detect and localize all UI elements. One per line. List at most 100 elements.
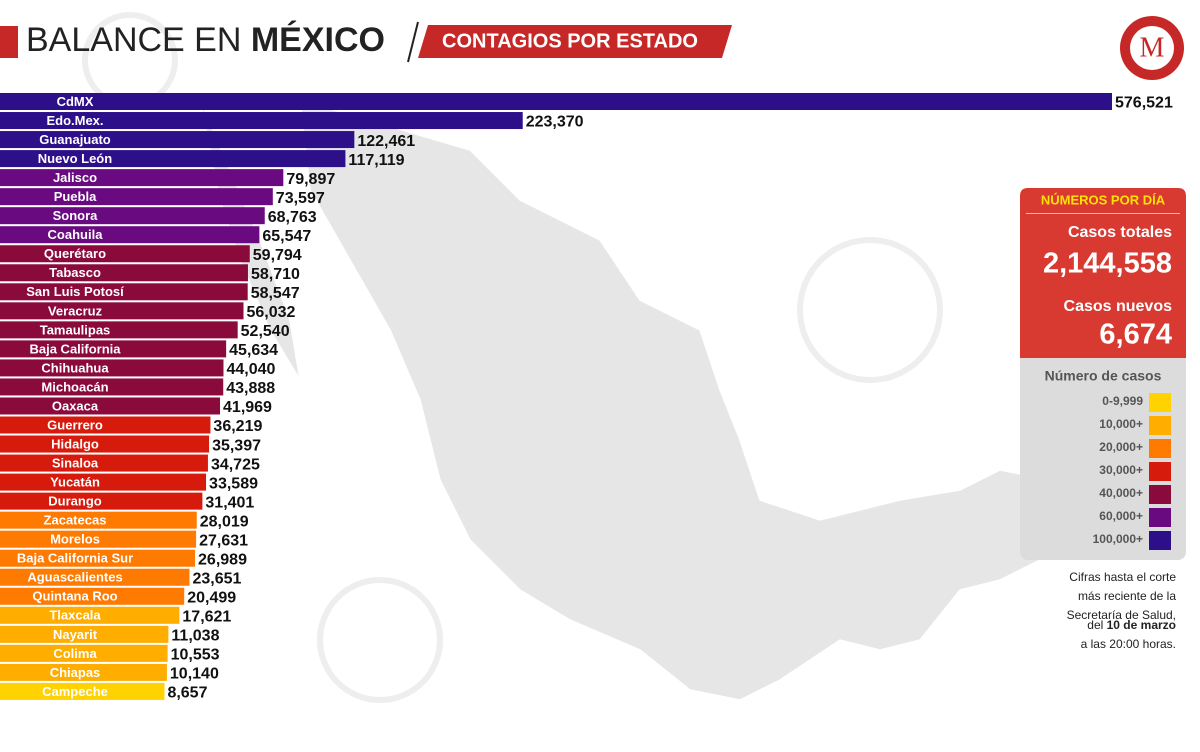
category-label: Coahuila — [48, 227, 104, 242]
legend-title: Número de casos — [1045, 368, 1162, 384]
value-label: 23,651 — [192, 570, 241, 587]
bar — [0, 112, 523, 130]
value-label: 26,989 — [198, 551, 247, 568]
legend-swatch — [1149, 462, 1171, 481]
category-label: Oaxaca — [52, 398, 99, 413]
value-label: 33,589 — [209, 475, 258, 492]
legend-swatch — [1149, 439, 1171, 458]
bar — [0, 226, 260, 244]
bar — [0, 587, 185, 605]
value-label: 56,032 — [246, 304, 295, 321]
note: Cifras hasta el corte más reciente de la… — [1067, 570, 1177, 651]
title: BALANCE EN MÉXICO — [26, 21, 385, 59]
value-label: 43,888 — [226, 380, 275, 397]
value-label: 41,969 — [223, 399, 272, 416]
bar — [0, 549, 196, 567]
category-label: Aguascalientes — [27, 570, 122, 585]
bar — [0, 150, 346, 168]
bar — [0, 606, 180, 624]
value-label: 44,040 — [226, 361, 275, 378]
category-label: Nuevo León — [38, 151, 112, 166]
bar — [0, 264, 248, 282]
legend-label: 40,000+ — [1099, 486, 1143, 500]
value-label: 27,631 — [199, 532, 248, 549]
title-bold: MÉXICO — [251, 21, 385, 59]
value-label: 79,897 — [286, 171, 335, 188]
divider — [407, 21, 419, 63]
bar — [0, 625, 169, 643]
legend-swatch — [1149, 393, 1171, 412]
value-label: 34,725 — [211, 456, 260, 473]
bar — [0, 378, 224, 396]
new-label: Casos nuevos — [1064, 298, 1173, 315]
note-line: más reciente de la — [1078, 589, 1176, 603]
category-label: Nayarit — [53, 627, 98, 642]
note-line: a las 20:00 horas. — [1081, 637, 1176, 651]
bar — [0, 321, 238, 339]
bar — [0, 682, 165, 700]
banner-text: CONTAGIOS POR ESTADO — [442, 30, 698, 52]
legend-swatch — [1149, 416, 1171, 435]
category-label: Quintana Roo — [32, 589, 117, 604]
category-label: Sinaloa — [52, 456, 99, 471]
category-label: Baja California — [29, 341, 121, 356]
panel-rule — [1026, 213, 1180, 214]
category-label: Edo.Mex. — [46, 113, 103, 128]
bar — [0, 435, 210, 453]
category-label: Yucatán — [50, 475, 100, 490]
legend-swatch — [1149, 508, 1171, 527]
value-label: 68,763 — [268, 209, 317, 226]
category-label: Veracruz — [48, 303, 103, 318]
virus-decoration — [82, 12, 943, 703]
bar — [0, 131, 355, 149]
bar — [0, 644, 168, 662]
value-label: 35,397 — [212, 437, 261, 454]
value-label: 20,499 — [187, 589, 236, 606]
bar — [0, 359, 224, 377]
legend-label: 10,000+ — [1099, 417, 1143, 431]
panel-title: NÚMEROS POR DÍA — [1041, 192, 1166, 207]
value-label: 17,621 — [182, 609, 231, 626]
legend-label: 60,000+ — [1099, 509, 1143, 523]
value-label: 8,657 — [167, 685, 207, 702]
value-label: 223,370 — [526, 114, 584, 131]
bar — [0, 302, 244, 320]
category-label: Durango — [48, 494, 102, 509]
bar — [0, 340, 227, 358]
banner — [418, 25, 732, 58]
total-value: 2,144,558 — [1043, 248, 1172, 280]
category-label: Tamaulipas — [40, 322, 111, 337]
title-light: BALANCE EN — [26, 21, 241, 59]
category-label: Jalisco — [53, 170, 97, 185]
bar — [0, 530, 197, 548]
bar — [0, 663, 167, 681]
value-label: 122,461 — [357, 133, 415, 150]
value-label: 10,553 — [171, 647, 220, 664]
category-label: Guerrero — [47, 417, 103, 432]
category-label: Puebla — [54, 189, 97, 204]
category-label: Zacatecas — [44, 513, 107, 528]
bar — [0, 511, 197, 529]
category-label: CdMX — [57, 94, 94, 109]
legend: 0-9,999 10,000+ 20,000+ 30,000+ 40,000+ 60,00… — [1093, 393, 1171, 550]
category-label: Chihuahua — [41, 360, 109, 375]
bars: CdMX 576,521 Edo.Mex. 223,370 Guanajuato 122,… — [0, 93, 1173, 702]
panel-bg — [1020, 188, 1186, 358]
value-label: 73,597 — [276, 190, 325, 207]
value-label: 11,038 — [171, 628, 219, 645]
note-line: Secretaría de Salud, — [1067, 608, 1176, 622]
category-label: Colima — [53, 646, 97, 661]
value-label: 52,540 — [241, 323, 290, 340]
category-label: Baja California Sur — [17, 551, 133, 566]
legend-label: 0-9,999 — [1102, 394, 1143, 408]
bar — [0, 416, 211, 434]
logo-text: M — [1140, 32, 1165, 63]
legend-label: 30,000+ — [1099, 463, 1143, 477]
bar — [0, 473, 207, 491]
category-label: Michoacán — [41, 379, 108, 394]
legend-label: 100,000+ — [1093, 532, 1143, 546]
category-label: Guanajuato — [39, 132, 111, 147]
bar — [0, 568, 190, 586]
value-label: 31,401 — [205, 494, 254, 511]
